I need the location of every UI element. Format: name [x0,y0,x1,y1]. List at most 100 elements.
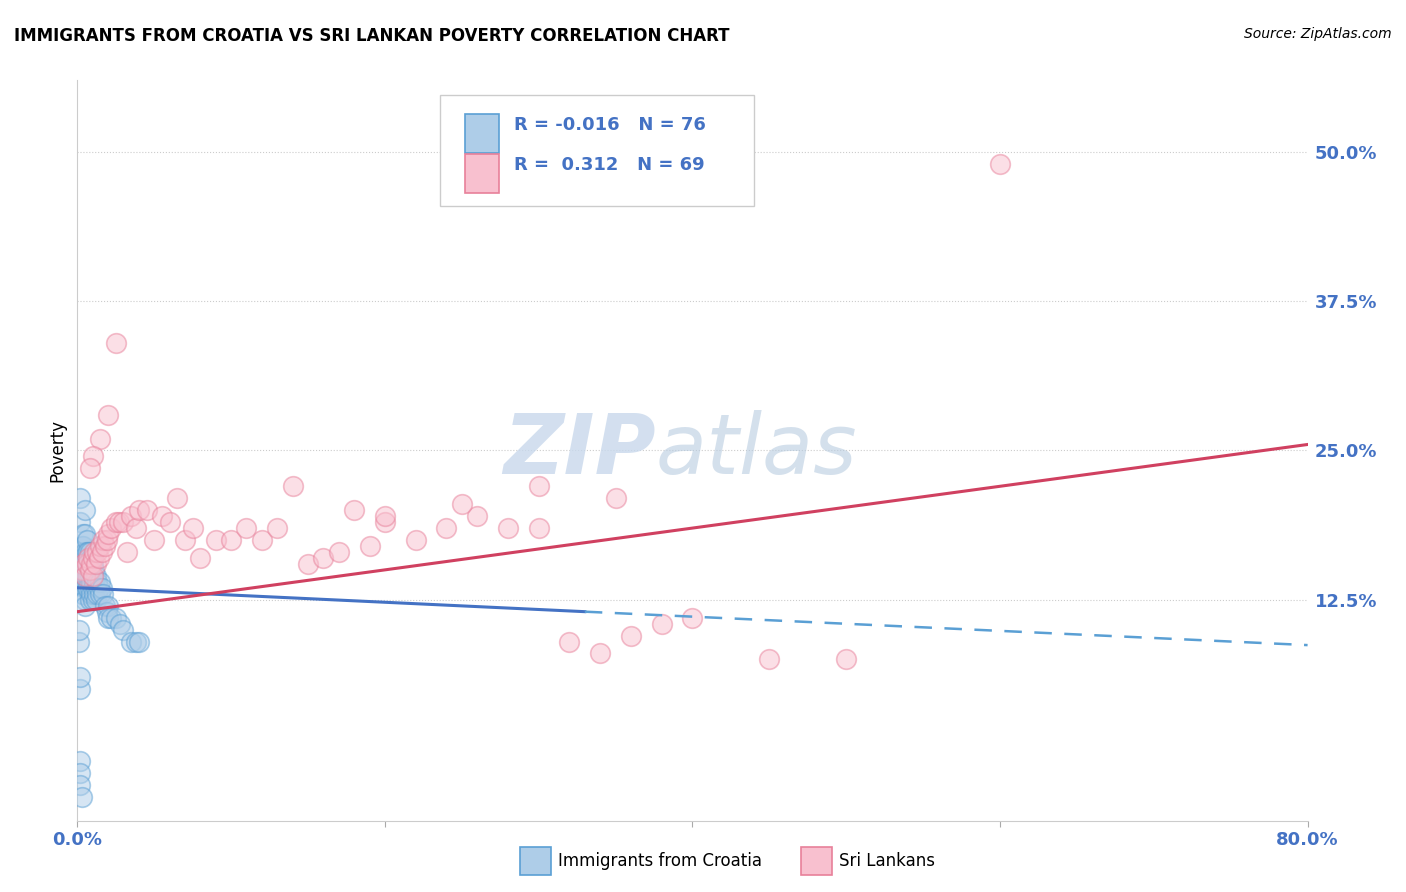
Point [73,557,96,571]
Point [73,569,96,583]
Point [79,545,101,559]
Point [70,539,93,553]
Point [70,550,93,565]
Point [496,521,519,535]
Point [80,550,103,565]
Point [73,581,96,595]
Point [89,587,111,601]
Point [758,652,780,666]
Point [835,652,858,666]
Point [76,533,98,547]
Point [87,550,110,565]
Point [96,533,118,547]
Point [82,557,104,571]
Point [651,616,673,631]
Point [82,569,104,583]
Point [80,563,103,577]
Point [84,569,107,583]
Point [84,581,107,595]
Point [72,587,94,601]
Point [80,587,103,601]
Y-axis label: Poverty: Poverty [48,419,66,482]
Point [159,515,181,529]
Point [143,533,166,547]
Point [77,545,100,559]
Point [67,634,90,648]
Point [72,557,94,571]
Point [69,491,91,506]
Point [104,515,127,529]
Point [405,533,427,547]
Point [69,765,91,780]
Point [69,515,91,529]
FancyBboxPatch shape [440,95,754,206]
Point [79,557,101,571]
Point [79,592,101,607]
Point [82,592,104,607]
Point [89,432,111,446]
Point [120,634,142,648]
Point [83,587,105,601]
Point [76,557,98,571]
Point [204,533,226,547]
Point [96,605,118,619]
Point [83,574,105,589]
Point [72,539,94,553]
Point [94,599,117,613]
Text: IMMIGRANTS FROM CROATIA VS SRI LANKAN POVERTY CORRELATION CHART: IMMIGRANTS FROM CROATIA VS SRI LANKAN PO… [14,27,730,45]
Point [450,497,472,511]
Point [72,563,94,577]
Point [128,634,150,648]
Point [125,634,148,648]
Text: Sri Lankans: Sri Lankans [839,852,935,870]
Point [436,521,458,535]
Point [69,778,91,792]
Point [266,521,288,535]
Text: R =  0.312   N = 69: R = 0.312 N = 69 [515,156,704,174]
Point [235,521,257,535]
Point [281,479,304,493]
Point [76,557,98,571]
Point [465,509,488,524]
Point [93,587,115,601]
Point [79,581,101,595]
Point [73,599,96,613]
Point [70,563,93,577]
Point [82,569,104,583]
Point [527,521,550,535]
Point [70,563,93,577]
Point [77,569,100,583]
Point [82,581,104,595]
Point [297,557,319,571]
Point [135,503,157,517]
Point [181,521,204,535]
Point [97,408,120,422]
Point [104,610,127,624]
Point [527,479,550,493]
Point [84,557,107,571]
FancyBboxPatch shape [465,114,499,153]
Point [73,545,96,559]
Point [73,569,96,583]
Point [87,581,110,595]
Point [82,450,104,464]
Point [86,545,108,559]
Point [72,527,94,541]
Point [374,515,396,529]
Point [90,581,114,595]
Point [112,623,135,637]
Point [188,550,212,565]
Point [70,574,93,589]
Point [104,336,127,351]
Point [112,515,135,529]
Point [115,545,138,559]
Point [108,515,131,529]
Point [312,550,335,565]
Point [80,557,103,571]
Point [89,574,111,589]
Point [94,539,117,553]
Point [100,610,122,624]
Point [67,623,90,637]
Point [83,563,105,577]
Point [69,670,91,684]
